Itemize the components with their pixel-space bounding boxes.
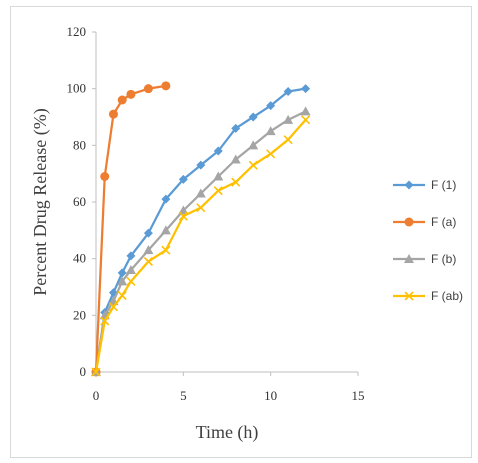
data-point-f-b <box>248 140 259 150</box>
data-point-f-b <box>230 154 241 164</box>
legend-item-f-b: F (b) <box>393 252 456 266</box>
data-point-f-a <box>100 172 110 181</box>
chart-frame <box>10 6 472 458</box>
data-point-f-ab <box>100 316 110 326</box>
legend-marker-f-b <box>404 254 414 263</box>
data-point-f-b <box>195 188 206 198</box>
legend-label-f-b: F (b) <box>431 252 456 266</box>
tick-labels: 0 20 40 60 80 100 120 0 5 10 15 <box>67 24 365 403</box>
data-point-f-b <box>213 171 224 181</box>
legend-marker-f-1 <box>404 180 414 190</box>
x-tick-label: 10 <box>264 388 277 403</box>
legend-item-f-ab: F (ab) <box>393 289 463 303</box>
series-group <box>91 81 311 377</box>
series-f-1 <box>91 84 311 377</box>
data-point-f-ab <box>143 256 153 267</box>
data-point-f-ab <box>108 302 119 312</box>
y-tick-label: 40 <box>73 251 86 266</box>
x-tick-label: 5 <box>180 388 187 403</box>
legend-item-f-a: F (a) <box>393 215 456 229</box>
y-tick-label: 80 <box>73 137 86 152</box>
y-axis-title: Percent Drug Release (%) <box>30 108 51 295</box>
legend-label-f-a: F (a) <box>431 215 456 229</box>
legend-item-f-1: F (1) <box>393 178 456 192</box>
data-point-f-1 <box>213 146 223 156</box>
data-point-f-1 <box>143 228 153 238</box>
data-point-f-ab <box>301 115 311 125</box>
data-point-f-1 <box>301 84 311 94</box>
y-tick-label: 20 <box>73 307 86 322</box>
data-point-f-1 <box>117 268 127 278</box>
x-axis-title: Time (h) <box>196 422 259 443</box>
data-point-f-b <box>283 114 294 124</box>
data-point-f-ab <box>248 160 258 170</box>
data-point-f-b <box>265 126 276 136</box>
data-point-f-ab <box>213 186 223 196</box>
data-point-f-b <box>117 276 128 286</box>
y-tick-label: 100 <box>67 81 87 96</box>
data-point-f-1 <box>126 251 136 261</box>
data-point-f-ab <box>91 367 101 377</box>
y-tick-label: 60 <box>73 194 86 209</box>
data-point-f-a <box>143 84 153 94</box>
data-point-f-b <box>178 205 189 215</box>
series-f-b <box>91 106 311 376</box>
data-point-f-1 <box>231 123 241 133</box>
data-point-f-a <box>126 89 136 99</box>
data-point-f-ab <box>161 245 171 255</box>
y-tick-label: 120 <box>67 24 87 39</box>
data-point-f-ab <box>178 211 188 221</box>
data-point-f-b <box>300 106 311 116</box>
x-tick-label: 0 <box>93 388 100 403</box>
data-point-f-1 <box>178 174 188 184</box>
axes <box>95 32 358 373</box>
legend-label-f-ab: F (ab) <box>431 289 463 303</box>
series-f-ab <box>91 115 311 377</box>
data-point-f-ab <box>126 276 136 286</box>
data-point-f-a <box>117 95 127 105</box>
data-point-f-1 <box>161 194 171 204</box>
data-point-f-1 <box>283 87 293 96</box>
data-point-f-ab <box>231 177 241 187</box>
series-line-f-a <box>94 84 167 373</box>
data-point-f-b <box>125 265 136 274</box>
data-point-f-ab <box>196 203 206 213</box>
legend-label-f-1: F (1) <box>431 178 456 192</box>
series-line-f-1 <box>94 87 306 373</box>
data-point-f-a <box>108 109 118 119</box>
data-point-f-1 <box>248 112 258 122</box>
legend: F (1) F (a) F (b) F (ab) <box>393 178 463 303</box>
data-point-f-1 <box>266 101 276 111</box>
data-point-f-ab <box>117 290 127 301</box>
data-point-f-1 <box>196 160 206 170</box>
data-point-f-b <box>143 245 154 255</box>
data-point-f-ab <box>283 135 293 145</box>
y-tick-label: 0 <box>80 364 87 379</box>
legend-marker-f-a <box>404 217 414 227</box>
data-point-f-b <box>160 225 171 235</box>
x-tick-label: 15 <box>352 388 365 403</box>
data-point-f-a <box>161 81 171 91</box>
data-point-f-ab <box>266 149 276 159</box>
legend-marker-f-ab <box>404 291 414 301</box>
